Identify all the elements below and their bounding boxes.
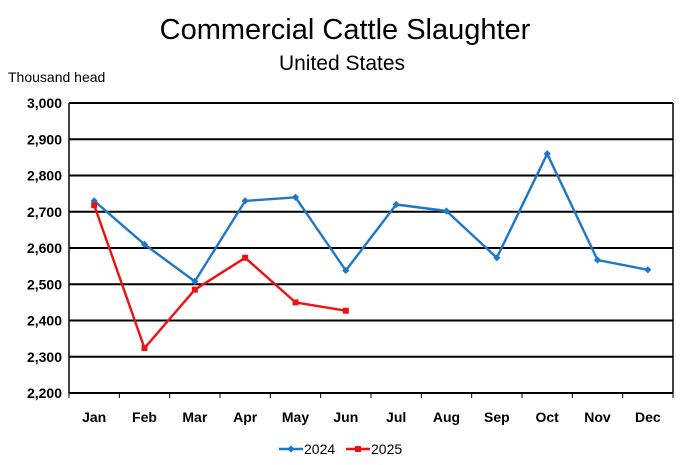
data-point-marker (91, 202, 98, 209)
x-tick-label: Jun (333, 409, 358, 425)
data-point-marker (292, 299, 299, 306)
y-tick-label: 2,200 (27, 385, 62, 401)
x-tick-label: Feb (132, 409, 157, 425)
chart-title: Commercial Cattle Slaughter (160, 14, 531, 46)
data-point-marker (342, 266, 350, 275)
data-point-marker (493, 254, 501, 262)
data-point-marker (392, 200, 400, 209)
y-axis-label: Thousand head (8, 69, 105, 85)
data-point-marker (342, 307, 349, 314)
series-line-2024 (93, 152, 649, 283)
series-2024 (90, 150, 652, 285)
series-2025 (91, 202, 349, 352)
data-point-marker (644, 266, 652, 274)
x-tick-label: Aug (433, 409, 460, 425)
data-point-marker (191, 277, 199, 285)
legend-item-2025: 2025 (346, 441, 402, 457)
x-tick-label: Sep (484, 409, 510, 425)
y-tick-label: 2,800 (27, 168, 62, 184)
y-tick-label: 3,000 (27, 95, 62, 111)
y-tick-label: 2,700 (27, 204, 62, 220)
y-tick-label: 2,300 (27, 349, 62, 365)
gridlines (69, 102, 673, 394)
y-tick-label: 2,900 (27, 131, 62, 147)
legend: 2024 2025 (279, 441, 402, 457)
x-tick-label: Oct (535, 409, 559, 425)
legend-label: 2024 (304, 441, 335, 457)
x-tick-label: Apr (233, 409, 258, 425)
y-tick-label: 2,600 (27, 240, 62, 256)
axes: 2,200 2,300 2,400 2,500 2,600 2,700 2,800 2,900… (27, 95, 674, 425)
x-tick-label: Nov (584, 409, 611, 425)
data-point-marker (287, 445, 295, 453)
data-point-marker (241, 197, 249, 205)
x-tick-label: Jul (386, 409, 406, 425)
x-tick-label: Mar (182, 409, 207, 425)
x-tick-label: Jan (82, 409, 106, 425)
data-point-marker (543, 150, 551, 158)
data-point-marker (593, 256, 602, 264)
data-point-marker (242, 254, 249, 261)
data-point-marker (442, 207, 451, 215)
legend-item-2024: 2024 (279, 441, 335, 457)
series-line-2025 (93, 204, 346, 350)
data-point-marker (291, 193, 300, 201)
data-point-marker (141, 345, 148, 352)
data-point-marker (140, 240, 149, 248)
series-lines (90, 150, 652, 352)
data-point-marker (355, 446, 361, 452)
legend-label: 2025 (371, 441, 402, 457)
data-point-marker (191, 286, 198, 293)
chart-subtitle: United States (279, 52, 405, 75)
x-tick-label: May (282, 409, 309, 425)
x-tick-label: Dec (635, 409, 661, 425)
y-tick-label: 2,500 (27, 276, 62, 292)
y-tick-label: 2,400 (27, 313, 62, 329)
